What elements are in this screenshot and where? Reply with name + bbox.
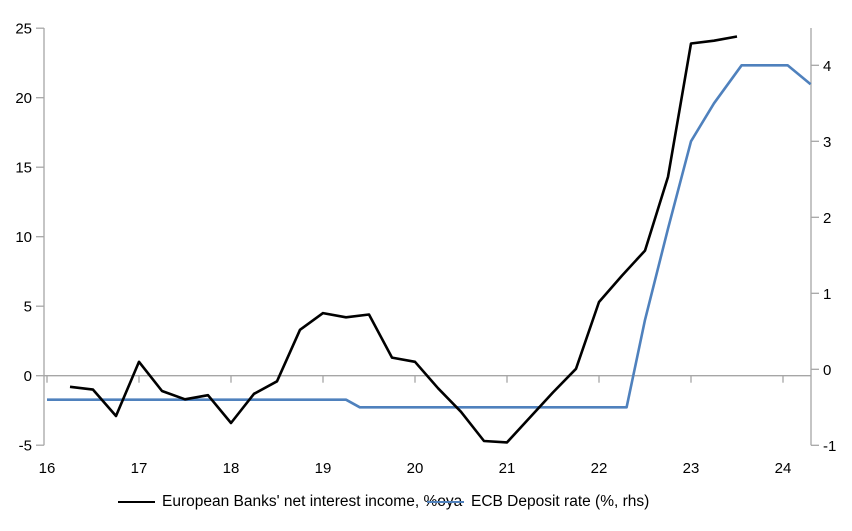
series-line-net-interest-income	[69, 35, 738, 444]
right-axis-tick-label: 0	[823, 362, 831, 379]
x-axis-tick-label: 23	[683, 460, 700, 477]
left-axis-tick-label: -5	[19, 438, 32, 455]
x-axis-tick-label: 21	[499, 460, 516, 477]
x-axis-tick-label: 22	[591, 460, 608, 477]
right-axis-tick-label: -1	[823, 438, 836, 455]
right-axis-tick-label: 2	[823, 210, 831, 227]
legend-item-ecb-deposit-rate: ECB Deposit rate (%, rhs)	[427, 492, 649, 512]
x-axis-tick-label: 18	[223, 460, 240, 477]
x-axis-tick-label: 16	[39, 460, 56, 477]
right-axis-tick-label: 1	[823, 286, 831, 303]
x-axis-tick-label: 24	[775, 460, 792, 477]
right-axis-tick-label: 4	[823, 58, 831, 75]
legend-label-net-interest-income: European Banks' net interest income, %oy…	[162, 493, 463, 510]
left-axis-tick-label: 0	[24, 368, 32, 385]
legend-swatch-blue-line	[427, 501, 464, 503]
legend-label-ecb-deposit-rate: ECB Deposit rate (%, rhs)	[471, 493, 650, 510]
left-axis-tick-label: 10	[15, 229, 32, 246]
right-axis-tick-label: 3	[823, 134, 831, 151]
left-axis-tick-label: 25	[15, 21, 32, 38]
series-line-ecb-deposit-rate	[47, 64, 812, 409]
x-axis-tick-label: 20	[407, 460, 424, 477]
legend-swatch-black-line	[118, 501, 155, 503]
x-axis-tick-label: 17	[131, 460, 148, 477]
legend-item-net-interest-income: European Banks' net interest income, %oy…	[118, 492, 462, 512]
legend: European Banks' net interest income, %oy…	[0, 492, 852, 516]
left-axis-tick-label: 15	[15, 160, 32, 177]
left-axis-tick-label: 5	[24, 299, 32, 316]
left-axis-tick-label: 20	[15, 90, 32, 107]
x-axis-tick-label: 19	[315, 460, 332, 477]
